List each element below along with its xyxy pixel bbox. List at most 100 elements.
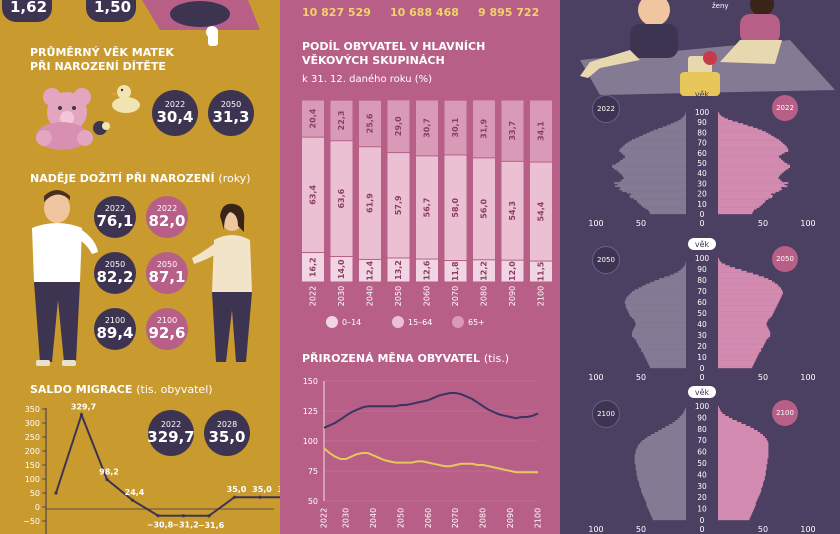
- pyramid-male-bar: [650, 434, 686, 437]
- pyramid-male-bar: [637, 446, 686, 449]
- pyramid-female-bar: [718, 331, 771, 334]
- life-exp-female-2100: 2100 92,6: [146, 308, 188, 350]
- picnic-illustration: [580, 0, 835, 96]
- pyramid-male-bar: [632, 333, 686, 336]
- stack-bar-segment: [530, 261, 552, 282]
- pyramid-male-bar: [674, 121, 686, 124]
- le-year: 2050: [104, 260, 126, 269]
- pyramid-male-bar: [624, 302, 686, 305]
- le-value: 89,4: [96, 324, 134, 342]
- pyramid-female-bar: [718, 434, 763, 437]
- pyramid-female-bar: [718, 283, 778, 286]
- pyramid-female-bar: [718, 158, 781, 161]
- stack-bar-segment: [473, 158, 495, 260]
- pyramid-male-bar: [640, 486, 686, 489]
- pyramid-year-2022-right: 2022: [772, 95, 798, 121]
- mother-age-title: PRŮMĚRNÝ VĚK MATEK PŘI NAROZENÍ DÍTĚTE: [30, 46, 174, 74]
- stack-bar-segment: [359, 100, 381, 147]
- pyramid-male-bar: [620, 180, 686, 183]
- pyramid-female-bar: [718, 432, 761, 435]
- pyramid-female-bar: [718, 167, 789, 170]
- stack-data-label: 12,2: [480, 261, 489, 281]
- pyramid-male-bar: [680, 269, 686, 272]
- life-exp-female-2022: 2022 82,0: [146, 196, 188, 238]
- migration-unit: (tis. obyvatel): [136, 383, 213, 396]
- pyramid-female-bar: [718, 129, 763, 132]
- stack-data-label: 12,0: [508, 261, 517, 281]
- pyramid-female-bar: [718, 420, 737, 423]
- pyramid-male-bar: [645, 207, 686, 210]
- pyramid-male-bar: [642, 351, 686, 354]
- natural-x-tick: 2090: [506, 508, 515, 528]
- pyramid-male-bar: [636, 340, 686, 343]
- age-groups-legend: 0–14 15–64 65+: [326, 316, 485, 328]
- natural-x-tick: 2050: [396, 508, 405, 528]
- pyramid-female-bar: [718, 180, 782, 183]
- pyramid-female-bar: [718, 258, 719, 261]
- pyramid-female-bar: [718, 460, 768, 463]
- pyramid-female-bar: [718, 285, 780, 288]
- pyramid-male-bar: [612, 166, 686, 168]
- pyramid-year-2022-left: 2022: [592, 95, 620, 123]
- pyramid-female-bar: [718, 450, 769, 453]
- pyramid-male-bar: [632, 139, 686, 141]
- pyramid-age-tick: 60: [697, 448, 707, 457]
- natural-y-tick: 50: [308, 497, 318, 506]
- pyramid-male-bar: [624, 156, 686, 159]
- pyramid-female-bar: [718, 492, 761, 495]
- pyramid-female-bar: [718, 166, 790, 168]
- stack-data-label: 12,4: [366, 260, 375, 280]
- stack-data-label: 31,9: [480, 119, 489, 139]
- stack-bar-segment: [302, 253, 324, 282]
- pyramid-female-bar: [718, 480, 764, 483]
- pyramid-male-bar: [614, 167, 686, 170]
- pyramid-male-bar: [635, 322, 686, 325]
- pyramid-female-bar: [718, 506, 755, 509]
- migration-2028-circle: 2028 35,0: [204, 410, 250, 456]
- pyramid-female-bar: [718, 139, 780, 141]
- fertility-value-2: 1,50: [94, 0, 132, 16]
- pyramid-year-2050-right: 2050: [772, 246, 798, 272]
- pyramid-female-bar: [718, 199, 766, 202]
- pyramid-female-bar: [718, 346, 763, 349]
- pyramid-male-bar: [632, 316, 686, 319]
- population-total-3: 9 895 722: [478, 6, 540, 19]
- pyramid-x-tick: 100: [588, 373, 603, 382]
- stack-bar-segment: [444, 261, 467, 282]
- pyramid-male-bar: [659, 278, 686, 281]
- natural-x-tick: 2100: [534, 508, 543, 528]
- migration-y-tick: 100: [25, 475, 40, 484]
- pyramid-female-bar: [718, 510, 754, 513]
- pyramid-female-bar: [718, 265, 730, 268]
- pyramid-female-bar: [718, 430, 758, 433]
- migration-data-label: 35,0: [252, 485, 272, 494]
- pyramid-male-bar: [629, 194, 686, 197]
- legend-swatch-0-14: [326, 316, 338, 328]
- pyramid-year: 2050: [776, 254, 794, 263]
- pyramid-female-bar: [718, 426, 751, 429]
- pyramid-male-bar: [646, 132, 686, 135]
- pyramid-male-bar: [623, 145, 686, 148]
- migration-y-tick: 150: [25, 461, 40, 470]
- pyramid-female-bar: [718, 472, 766, 475]
- pyramid-female-bar: [718, 428, 754, 431]
- mother-age-title-line1: PRŮMĚRNÝ VĚK MATEK: [30, 46, 174, 59]
- pyramid-female-bar: [718, 456, 769, 459]
- pyramid-male-bar: [625, 303, 686, 306]
- population-total-1: 10 827 529: [302, 6, 371, 19]
- stack-data-label: 33,7: [508, 121, 517, 141]
- pyramid-female-bar: [718, 366, 753, 369]
- pyramid-female-bar: [718, 287, 781, 290]
- pyramid-male-bar: [634, 462, 686, 465]
- stack-data-label: 30,1: [451, 117, 460, 137]
- pyramid-year-2100-right: 2100: [772, 400, 798, 426]
- fertility-box-2: [86, 0, 136, 22]
- pyramid-female-bar: [718, 448, 769, 451]
- le-value: 82,2: [96, 268, 134, 286]
- pyramid-male-bar: [623, 153, 686, 156]
- pyramid-female-bar: [718, 466, 767, 469]
- pyramid-female-bar: [718, 446, 769, 449]
- le-value: 92,6: [148, 324, 186, 342]
- pyramid-female-bar: [718, 172, 782, 175]
- le-year: 2050: [156, 260, 178, 269]
